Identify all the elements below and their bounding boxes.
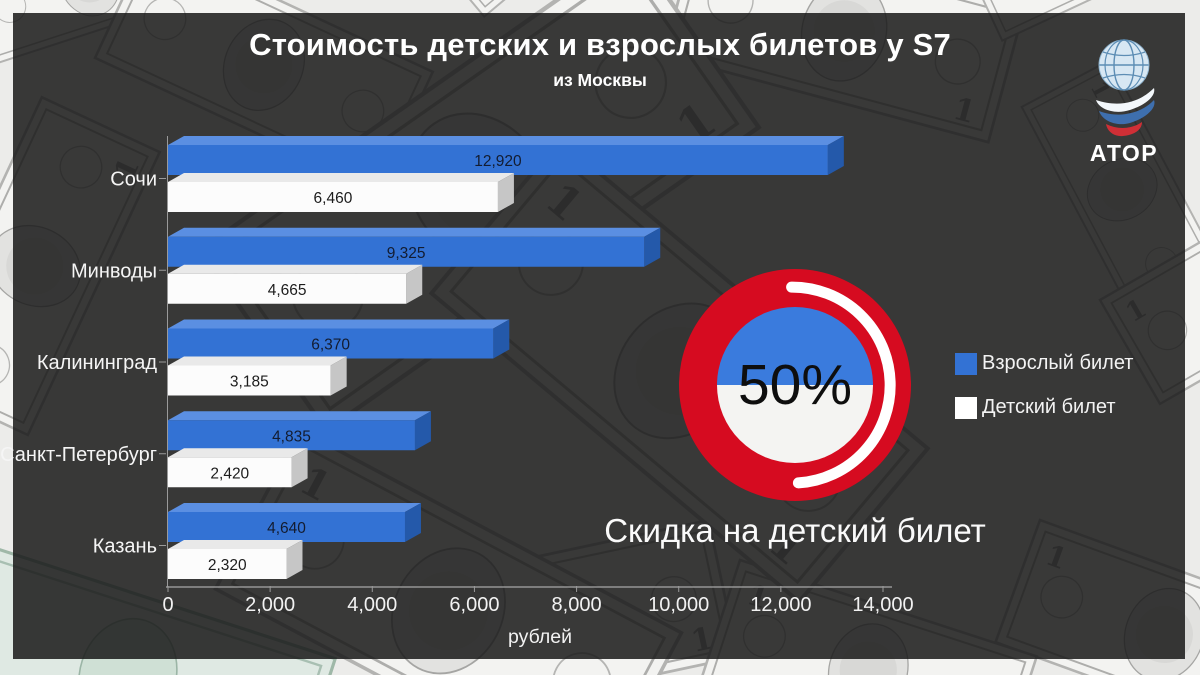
bar-value-label: 9,325 [387,245,426,262]
bar-value-label: 2,420 [210,465,249,482]
bar-child-3 [168,457,292,488]
legend-swatch-adult [955,352,977,375]
bar-end-face [827,136,844,175]
discount-caption: Скидка на детский билет [604,512,986,549]
bar-top-face [168,173,514,182]
bar-value-label: 2,320 [208,557,247,574]
bar-adult-1 [168,236,645,267]
legend: Взрослый билет Детский билет [955,352,1133,440]
bar-adult-2 [168,328,494,359]
bar-top-face [168,136,844,145]
bar-end-face [291,448,308,488]
x-tick-label: 8,000 [552,594,602,616]
bar-top-face [168,540,303,549]
bar-value-label: 3,185 [230,374,269,391]
discount-badge-graphic [679,269,911,501]
x-tick-label: 6,000 [449,594,499,616]
bar-child-4 [168,549,287,579]
legend-label-adult: Взрослый билет [982,352,1134,374]
bar-top-face [168,356,347,366]
flag-wave-blue [1099,100,1155,125]
x-tick-label: 2,000 [245,594,295,616]
legend-item-adult: Взрослый билет [955,352,1133,375]
x-tick-label: 12,000 [750,594,811,616]
ator-logo: АТОР [1082,38,1166,167]
bar-top-face [168,227,661,237]
ator-logo-mark [1096,39,1155,137]
bar-end-face [644,227,661,267]
bar-value-label: 12,920 [474,153,522,170]
bar-adult-4 [168,512,405,542]
category-label-0: Сочи [110,169,157,191]
x-tick-label: 10,000 [648,594,709,616]
bar-top-face [168,503,421,512]
x-axis-title: рублей [508,626,572,648]
bar-value-label: 4,640 [267,520,306,537]
bar-top-face [168,411,431,421]
bar-adult-0 [168,145,828,175]
bar-end-face [414,411,431,451]
bar-value-label: 4,835 [272,428,311,445]
discount-value: 50% [737,353,853,417]
category-label-3: Санкт-Петербург [0,444,157,466]
bar-child-1 [168,273,407,304]
bar-end-face [497,173,514,212]
bar-top-face [168,319,510,329]
badge-white-half [717,385,873,463]
ator-logo-text: АТОР [1089,140,1159,166]
badge-blue-half [717,307,873,385]
flag-wave-white [1096,88,1155,112]
chart-subtitle: из Москвы [553,70,647,90]
legend-swatch-child [955,396,977,419]
chart-title: Стоимость детских и взрослых билетов у S… [249,27,951,62]
discount-badge: 50% [675,265,915,505]
category-label-4: Казань [93,536,157,558]
x-tick-label: 0 [162,594,173,616]
x-tick-label: 4,000 [347,594,397,616]
bar-top-face [168,448,308,458]
bar-adult-3 [168,420,415,451]
bar-child-2 [168,365,331,396]
badge-white-arc [786,281,896,489]
bar-end-face [493,319,510,359]
bar-top-face [168,264,423,274]
category-label-1: Минводы [71,260,157,282]
legend-label-child: Детский билет [982,396,1116,418]
bar-end-face [286,540,303,579]
category-label-2: Калининград [37,352,157,374]
bar-end-face [330,356,347,396]
bar-end-face [406,264,423,304]
bar-value-label: 6,370 [311,337,350,354]
bar-end-face [404,503,421,542]
legend-item-child: Детский билет [955,396,1133,419]
x-tick-label: 14,000 [852,594,913,616]
bar-value-label: 4,665 [268,282,307,299]
flag-wave-red [1106,122,1142,137]
bar-value-label: 6,460 [314,190,353,207]
bar-child-0 [168,182,498,212]
